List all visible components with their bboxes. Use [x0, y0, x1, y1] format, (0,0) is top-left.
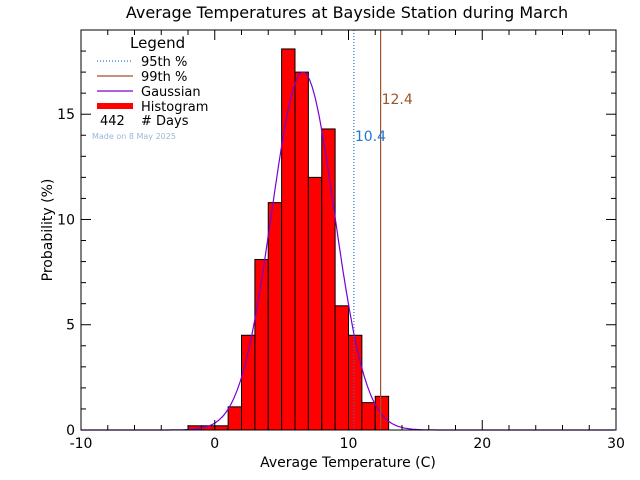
chart-title: Average Temperatures at Bayside Station …: [126, 3, 568, 22]
histogram-bar: [334, 305, 349, 431]
legend: Legend 95th % 99th % Gaussian Histogram …: [92, 34, 208, 141]
legend-days-count: 442: [100, 114, 125, 129]
x-tick-label: 30: [607, 436, 625, 452]
legend-label-99th: 99th %: [141, 70, 187, 85]
x-tick-label: 20: [473, 436, 491, 452]
x-axis-label: Average Temperature (C): [260, 455, 436, 471]
histogram-bar: [294, 71, 309, 431]
y-tick-label: 0: [66, 423, 75, 439]
legend-title: Legend: [130, 34, 185, 52]
x-tick-label: 0: [210, 436, 219, 452]
y-axis-label: Probability (%): [40, 179, 56, 282]
legend-label-95th: 95th %: [141, 55, 187, 70]
histogram-bar: [254, 258, 269, 431]
percentile-99-label: 12.4: [382, 92, 413, 108]
x-tick-label: -10: [70, 436, 93, 452]
histogram-bar: [214, 425, 229, 431]
legend-label-histogram: Histogram: [141, 100, 208, 115]
y-tick-label: 5: [66, 318, 75, 334]
made-on-note: Made on 8 May 2025: [92, 132, 176, 141]
y-tick-label: 15: [57, 107, 75, 123]
legend-label-gaussian: Gaussian: [141, 85, 201, 100]
histogram-bar: [348, 334, 363, 431]
histogram-bar: [374, 395, 390, 431]
histogram-bar: [267, 202, 283, 431]
x-tick-label: 10: [340, 436, 358, 452]
histogram-bar: [227, 406, 242, 431]
percentile-95-label: 10.4: [355, 129, 386, 145]
histogram-bars: [187, 48, 390, 431]
histogram-bar: [307, 176, 323, 431]
histogram-bar: [281, 48, 296, 431]
y-tick-label: 10: [57, 212, 75, 228]
histogram-bar: [361, 402, 376, 431]
legend-days-label: # Days: [141, 114, 189, 129]
